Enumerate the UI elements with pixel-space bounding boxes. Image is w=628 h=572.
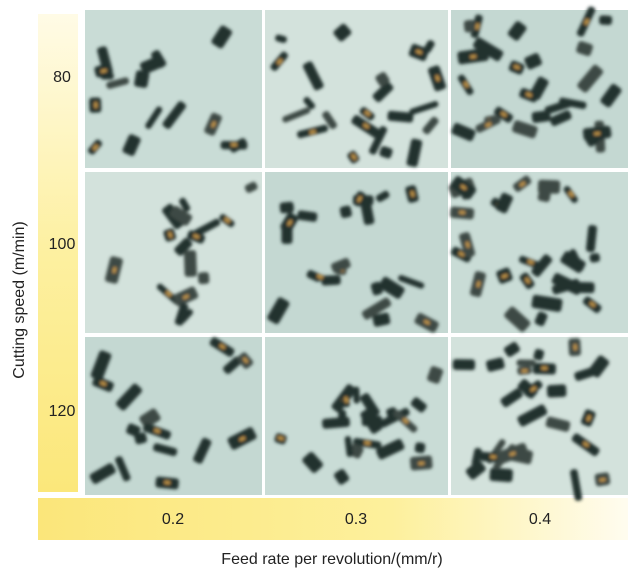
- chip: [198, 272, 210, 284]
- chip-photo: [451, 6, 628, 168]
- column-label: 0.4: [529, 511, 551, 528]
- figure-canvas: Cutting speed (m/min) 80 100 120 0.2 0.3…: [0, 0, 628, 572]
- chip: [414, 442, 425, 453]
- chip: [184, 250, 197, 277]
- chip-glint: [490, 455, 496, 459]
- chip: [362, 416, 382, 427]
- chip-photo: [265, 172, 448, 333]
- chip-glint: [94, 102, 97, 108]
- chip-photo: [85, 336, 262, 495]
- chip-glint: [418, 462, 424, 466]
- chip: [547, 384, 567, 397]
- y-axis-title: Cutting speed (m/min): [11, 221, 28, 378]
- photo-background: [265, 337, 448, 495]
- chip: [516, 359, 535, 366]
- chip: [279, 202, 294, 214]
- chip-photo: [85, 10, 262, 168]
- chip-photo: [265, 10, 448, 168]
- chip-photo: [265, 337, 448, 495]
- chip: [589, 253, 600, 263]
- row-label: 100: [49, 236, 76, 253]
- chip-photo: [448, 172, 628, 333]
- chip-glint: [459, 211, 465, 215]
- column-label: 0.3: [345, 511, 367, 528]
- chip: [464, 20, 476, 33]
- chip: [531, 110, 551, 123]
- photo-background: [85, 172, 262, 333]
- chip: [599, 15, 612, 25]
- row-label: 120: [49, 403, 76, 420]
- chip: [353, 387, 360, 404]
- x-axis-title: Feed rate per revolution/(mm/r): [221, 551, 442, 568]
- chip: [489, 468, 513, 483]
- chip-photo: [85, 172, 262, 333]
- chip: [453, 359, 475, 370]
- figure: Cutting speed (m/min) 80 100 120 0.2 0.3…: [0, 0, 628, 572]
- chip-glint: [541, 367, 547, 370]
- chip: [100, 73, 113, 80]
- chip-glint: [594, 132, 600, 136]
- chip-glint: [574, 344, 577, 350]
- column-label: 0.2: [162, 511, 184, 528]
- row-label: 80: [53, 69, 71, 86]
- chip-glint: [231, 143, 237, 146]
- chip-photo: [451, 337, 628, 501]
- chip-glint: [164, 481, 170, 485]
- photo-grid: [85, 6, 628, 502]
- chip-glint: [521, 369, 527, 373]
